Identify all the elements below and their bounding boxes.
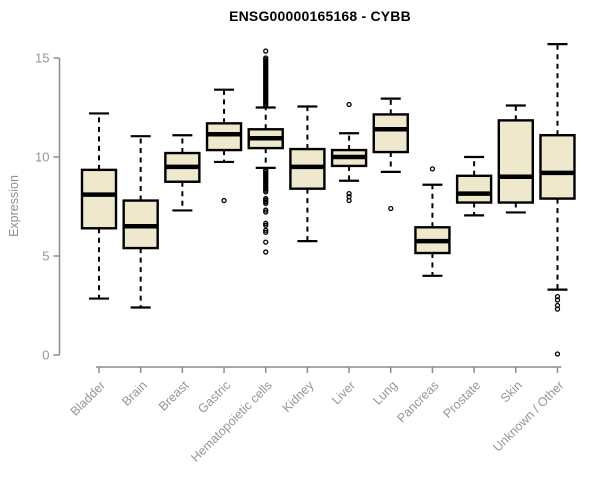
outlier-point <box>554 351 561 357</box>
category-label: Bladder <box>68 378 108 418</box>
outlier-point <box>346 101 352 108</box>
outlier-point <box>429 166 436 172</box>
category-label: Kidney <box>280 378 317 415</box>
box-rect <box>497 119 534 204</box>
outlier-point <box>263 48 269 54</box>
outlier-point <box>263 229 269 235</box>
box-rect <box>205 122 243 152</box>
category-label: Brain <box>119 378 150 409</box>
y-axis-tick-label: 0 <box>42 348 49 363</box>
outlier-point <box>263 102 269 109</box>
outlier-point <box>263 209 269 215</box>
outlier-point <box>263 220 269 226</box>
outlier-point <box>263 222 269 228</box>
category-label: Prostate <box>440 378 483 421</box>
category-label: Liver <box>329 378 358 407</box>
y-axis-tick-label: 5 <box>42 249 49 264</box>
outlier-point <box>263 200 269 206</box>
outlier-point <box>263 249 269 255</box>
outlier-point <box>263 239 269 245</box>
outlier-point <box>221 197 227 204</box>
y-axis-tick-label: 10 <box>35 150 49 165</box>
outlier-point <box>346 190 352 197</box>
category-label: Gastric <box>195 378 233 416</box>
category-label: Unknown / Other <box>490 378 566 454</box>
category-label: Pancreas <box>394 378 441 425</box>
outlier-point <box>554 297 561 303</box>
outlier-point <box>263 207 269 213</box>
outlier-point <box>263 227 269 233</box>
category-label: Lung <box>370 378 400 408</box>
category-label: Skin <box>498 378 525 405</box>
box-rect <box>80 168 118 230</box>
outlier-point <box>388 205 394 212</box>
y-axis-tick-label: 15 <box>35 51 49 66</box>
outlier-point <box>263 189 269 195</box>
box-rect <box>539 134 576 200</box>
outlier-point <box>554 306 561 312</box>
outlier-point <box>346 197 352 204</box>
chart-title: ENSG00000165168 - CYBB <box>229 8 411 24</box>
category-label: Breast <box>156 378 192 414</box>
category-label: Hematopoietic cells <box>188 378 275 465</box>
box-rect <box>455 174 493 204</box>
box-rect <box>372 113 409 154</box>
